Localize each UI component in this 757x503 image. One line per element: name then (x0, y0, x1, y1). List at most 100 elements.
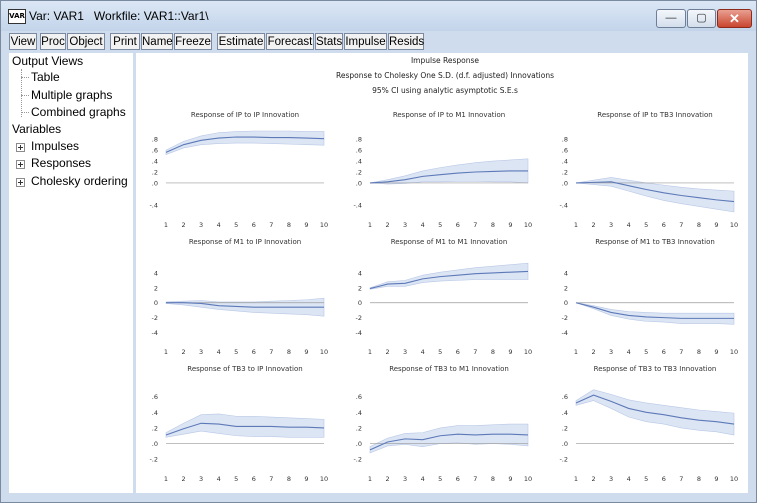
x-tick-label: 5 (438, 221, 442, 229)
x-tick-label: 3 (403, 221, 407, 229)
x-tick-label: 8 (697, 475, 701, 483)
graph-ci-note: 95% CI using analytic asymptotic S.E.s (372, 86, 518, 95)
x-tick-label: 1 (368, 221, 372, 229)
irf-chart: Response of IP to TB3 Innovation .8 .6 .4 .2… (559, 111, 738, 229)
response-line (575, 394, 735, 425)
y-tick-label: .6 (356, 147, 362, 155)
chart-title: Response of IP to IP Innovation (191, 111, 299, 119)
y-tick-label: .8 (152, 136, 158, 144)
close-button[interactable]: ✕ (717, 9, 752, 28)
y-tick-label: .0 (356, 179, 362, 187)
proc-button[interactable]: Proc (40, 33, 66, 50)
resids-button[interactable]: Resids (388, 33, 424, 50)
y-tick-label: -.2 (353, 456, 362, 464)
irf-chart: Response of M1 to IP Innovation 4 2 0 -2 -4 1 2… (152, 238, 329, 356)
x-tick-label: 3 (403, 475, 407, 483)
x-tick-label: 10 (524, 348, 532, 356)
object-button[interactable]: Object (67, 33, 105, 50)
impulse-button[interactable]: Impulse (344, 33, 387, 50)
x-tick-label: 9 (508, 221, 512, 229)
tree-cholesky-ordering[interactable]: Cholesky ordering (31, 174, 128, 188)
x-tick-label: 3 (199, 348, 203, 356)
var-app-icon: VAR (8, 9, 26, 24)
x-tick-label: 3 (609, 221, 613, 229)
tree-combined-graphs[interactable]: Combined graphs (31, 105, 126, 119)
tree-output-views[interactable]: Output Views (12, 54, 84, 68)
maximize-button[interactable]: ▢ (687, 9, 716, 28)
chart-title: Response of M1 to M1 Innovation (391, 238, 508, 246)
irf-chart: Response of M1 to TB3 Innovation 4 2 0 -2 -4 1… (562, 238, 739, 356)
x-tick-label: 8 (287, 475, 291, 483)
x-tick-label: 2 (591, 221, 595, 229)
y-tick-label: .2 (562, 424, 568, 432)
x-tick-label: 9 (304, 221, 308, 229)
x-tick-label: 3 (609, 348, 613, 356)
x-tick-label: 9 (714, 475, 718, 483)
tree-multiple-graphs[interactable]: Multiple graphs (31, 88, 113, 102)
irf-chart: Response of IP to M1 Innovation .8 .6 .4 .2.… (353, 111, 532, 229)
x-tick-label: 8 (697, 221, 701, 229)
x-tick-label: 1 (164, 221, 168, 229)
confidence-band (369, 423, 529, 454)
x-tick-label: 7 (679, 348, 683, 356)
x-tick-label: 8 (491, 348, 495, 356)
response-line (575, 302, 734, 319)
x-tick-label: 9 (714, 221, 718, 229)
x-tick-label: 9 (304, 475, 308, 483)
response-line (165, 136, 325, 153)
x-tick-label: 8 (287, 221, 291, 229)
y-tick-label: .6 (152, 393, 158, 401)
x-tick-label: 5 (438, 348, 442, 356)
freeze-button[interactable]: Freeze (174, 33, 212, 50)
x-tick-label: 3 (199, 221, 203, 229)
y-tick-label: .8 (356, 136, 362, 144)
chart-title: Response of TB3 to M1 Innovation (389, 365, 509, 373)
impulse-response-graph: Impulse Response Response to Cholesky On… (149, 56, 739, 483)
y-tick-label: -2 (562, 314, 568, 322)
x-tick-label: 2 (181, 475, 185, 483)
expand-cholesky-icon[interactable] (16, 178, 25, 187)
y-tick-label: .2 (152, 424, 158, 432)
expand-impulses-icon[interactable] (16, 143, 25, 152)
maximize-icon: ▢ (696, 12, 707, 24)
expand-responses-icon[interactable] (16, 160, 25, 169)
x-tick-label: 1 (164, 475, 168, 483)
tree-table[interactable]: Table (31, 70, 60, 84)
title-bar[interactable]: VAR Var: VAR1 Workfile: VAR1::Var1\ — ▢ … (1, 1, 756, 31)
splitter[interactable] (133, 53, 136, 493)
y-tick-label: -2 (356, 314, 362, 322)
irf-chart: Response of TB3 to TB3 Innovation .6 .4 .2.… (559, 365, 738, 483)
tree-variables[interactable]: Variables (12, 122, 62, 136)
stats-button[interactable]: Stats (315, 33, 343, 50)
x-tick-label: 5 (234, 475, 238, 483)
response-line (166, 302, 324, 308)
x-tick-label: 1 (574, 221, 578, 229)
y-tick-label: 4 (358, 269, 362, 277)
x-tick-label: 9 (714, 348, 718, 356)
print-button[interactable]: Print (110, 33, 140, 50)
chart-title: Response of IP to TB3 Innovation (597, 111, 712, 119)
confidence-band (165, 413, 325, 438)
tree-impulses[interactable]: Impulses (31, 139, 80, 153)
x-tick-label: 6 (456, 348, 460, 356)
estimate-button[interactable]: Estimate (217, 33, 265, 50)
y-tick-label: .0 (152, 179, 158, 187)
x-tick-label: 9 (304, 348, 308, 356)
x-tick-label: 2 (181, 221, 185, 229)
name-button[interactable]: Name (141, 33, 173, 50)
x-tick-label: 6 (252, 348, 256, 356)
x-tick-label: 4 (421, 348, 425, 356)
x-tick-label: 10 (730, 348, 738, 356)
tree-responses[interactable]: Responses (31, 156, 92, 170)
x-tick-label: 6 (662, 348, 666, 356)
x-tick-label: 4 (627, 348, 631, 356)
close-icon: ✕ (729, 11, 740, 26)
chart-title: Response of TB3 to IP Innovation (187, 365, 302, 373)
minimize-button[interactable]: — (656, 9, 686, 28)
response-line (369, 270, 529, 290)
x-tick-label: 5 (234, 348, 238, 356)
x-tick-label: 6 (252, 475, 256, 483)
view-button[interactable]: View (9, 33, 37, 50)
forecast-button[interactable]: Forecast (266, 33, 314, 50)
